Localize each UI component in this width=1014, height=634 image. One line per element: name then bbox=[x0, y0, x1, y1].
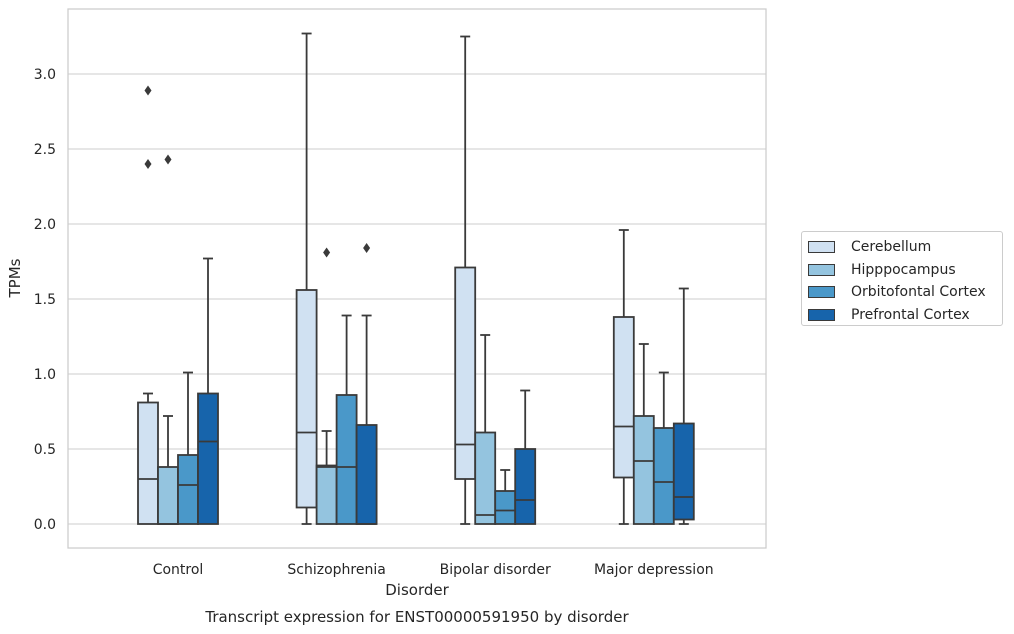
box-iqr bbox=[355, 424, 378, 525]
x-tick-label: Schizophrenia bbox=[287, 562, 385, 578]
box-iqr bbox=[197, 392, 219, 525]
legend-item: Prefrontal Cortex bbox=[808, 304, 996, 327]
legend-label: Prefrontal Cortex bbox=[851, 306, 970, 323]
legend-swatch bbox=[808, 308, 835, 321]
box-hipppocampus-bipolar-disorder bbox=[474, 334, 497, 525]
y-tick-label: 2.0 bbox=[34, 217, 56, 233]
box-orbitofontal-cortex-major-depression bbox=[652, 371, 675, 525]
legend-item: Hipppocampus bbox=[808, 259, 996, 282]
legend-label: Orbitofontal Cortex bbox=[851, 284, 986, 301]
box-iqr bbox=[295, 289, 318, 509]
chart-title: Transcript expression for ENST0000059195… bbox=[204, 608, 629, 626]
legend-label: Hipppocampus bbox=[851, 261, 956, 278]
legend-item: Orbitofontal Cortex bbox=[808, 281, 996, 304]
y-tick-label: 0.0 bbox=[34, 517, 56, 533]
box-prefrontal-cortex-bipolar-disorder bbox=[514, 389, 537, 525]
legend-label: Cerebellum bbox=[851, 239, 932, 256]
box-orbitofontal-cortex-schizophrenia bbox=[335, 314, 358, 525]
outlier-point bbox=[323, 247, 331, 258]
box-iqr bbox=[494, 490, 517, 525]
y-tick-label: 1.5 bbox=[34, 292, 56, 308]
y-tick-label: 2.5 bbox=[34, 142, 56, 158]
box-iqr bbox=[514, 448, 537, 525]
box-orbitofontal-cortex-bipolar-disorder bbox=[494, 469, 517, 525]
box-hipppocampus-major-depression bbox=[632, 343, 655, 525]
x-tick-label: Bipolar disorder bbox=[440, 562, 551, 578]
box-iqr bbox=[137, 401, 159, 525]
x-axis-label: Disorder bbox=[385, 581, 449, 599]
outlier-point bbox=[144, 159, 152, 169]
box-cerebellum-major-depression bbox=[612, 229, 635, 525]
outlier-point bbox=[144, 85, 152, 96]
box-prefrontal-cortex-major-depression bbox=[672, 287, 695, 525]
box-orbitofontal-cortex-control bbox=[177, 371, 199, 525]
plot-frame bbox=[67, 8, 767, 549]
box-cerebellum-control bbox=[137, 85, 159, 525]
box-iqr bbox=[315, 464, 338, 525]
y-tick-label: 1.0 bbox=[34, 367, 56, 383]
x-tick-label: Control bbox=[153, 562, 204, 578]
y-axis-label: TPMs bbox=[6, 258, 24, 298]
box-iqr bbox=[474, 431, 497, 525]
legend: Cerebellum Hipppocampus Orbitofontal Corte… bbox=[801, 231, 1003, 326]
legend-swatch bbox=[808, 263, 835, 276]
box-iqr bbox=[454, 266, 477, 480]
outlier-point bbox=[164, 154, 172, 165]
legend-swatch bbox=[808, 241, 835, 254]
x-axis-ticks: Control Schizophrenia Bipolar disorder Majo… bbox=[153, 562, 714, 578]
outlier-point bbox=[363, 243, 371, 253]
box-iqr bbox=[632, 415, 655, 525]
box-cerebellum-bipolar-disorder bbox=[454, 35, 477, 525]
gridlines bbox=[68, 73, 766, 525]
legend-item: Cerebellum bbox=[808, 236, 996, 259]
y-tick-label: 3.0 bbox=[34, 67, 56, 83]
box-iqr bbox=[672, 422, 695, 521]
box-prefrontal-cortex-schizophrenia bbox=[355, 243, 378, 525]
box-prefrontal-cortex-control bbox=[197, 257, 219, 525]
box-hipppocampus-control bbox=[157, 154, 179, 525]
box-cerebellum-schizophrenia bbox=[295, 32, 318, 525]
legend-swatch bbox=[808, 286, 835, 299]
box-iqr bbox=[652, 427, 675, 525]
y-tick-label: 0.5 bbox=[34, 442, 56, 458]
x-tick-label: Major depression bbox=[594, 562, 714, 578]
box-iqr bbox=[157, 466, 179, 525]
box-iqr bbox=[612, 316, 635, 479]
box-groups bbox=[137, 32, 695, 525]
box-iqr bbox=[177, 454, 199, 525]
box-iqr bbox=[335, 394, 358, 525]
y-axis-ticks: 0.0 0.5 1.0 1.5 2.0 2.5 3.0 bbox=[34, 67, 56, 533]
box-hipppocampus-schizophrenia bbox=[315, 247, 338, 525]
